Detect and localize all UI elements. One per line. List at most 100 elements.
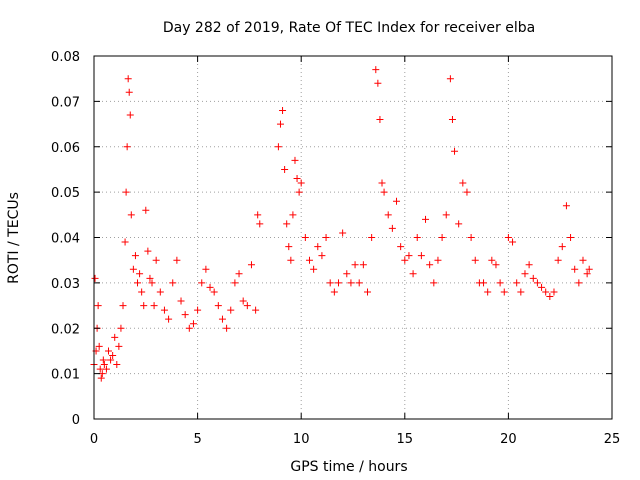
data-point (334, 279, 342, 287)
data-point (231, 279, 239, 287)
data-point (105, 347, 113, 355)
data-point (117, 324, 125, 332)
data-point (202, 265, 210, 273)
data-point (509, 238, 517, 246)
data-point (140, 302, 148, 310)
data-point (138, 288, 146, 296)
data-point (434, 256, 442, 264)
data-point (142, 206, 150, 214)
data-point (496, 279, 504, 287)
data-point (136, 270, 144, 278)
data-point (291, 156, 299, 164)
data-point (119, 302, 127, 310)
data-point (305, 256, 313, 264)
data-point (504, 234, 512, 241)
data-point (451, 147, 459, 155)
data-point (393, 197, 401, 205)
data-point (376, 116, 384, 124)
data-point (562, 202, 570, 210)
data-point (467, 234, 475, 241)
y-tick-label: 0 (72, 413, 80, 428)
data-point (218, 315, 226, 323)
x-tick-label: 25 (604, 432, 621, 447)
data-point (554, 256, 562, 264)
data-point (463, 188, 471, 196)
data-point (359, 261, 367, 269)
x-tick-label: 20 (500, 432, 517, 447)
data-point (150, 302, 158, 310)
y-tick-label: 0.06 (51, 141, 80, 156)
data-point (289, 211, 297, 219)
data-point (384, 211, 392, 219)
data-point (239, 297, 247, 305)
data-points (90, 66, 593, 382)
data-point (256, 220, 264, 228)
data-point (134, 279, 142, 287)
data-point (276, 120, 284, 128)
data-point (177, 297, 185, 305)
data-point (281, 165, 289, 173)
data-point (185, 324, 193, 332)
data-point (124, 75, 132, 83)
data-point (521, 270, 529, 278)
data-point (285, 243, 293, 251)
data-point (413, 234, 421, 241)
data-point (405, 252, 413, 260)
data-point (500, 288, 508, 296)
data-point (343, 270, 351, 278)
data-point (422, 215, 430, 223)
data-point (122, 188, 130, 196)
data-point (459, 179, 467, 187)
data-point (368, 234, 376, 241)
data-point (339, 229, 347, 237)
data-point (538, 283, 546, 291)
data-point (283, 220, 291, 228)
data-point (380, 188, 388, 196)
data-point (189, 320, 197, 328)
data-point (409, 270, 417, 278)
x-tick-label: 10 (293, 432, 310, 447)
y-tick-label: 0.02 (51, 322, 80, 337)
data-point (351, 261, 359, 269)
data-point (293, 175, 301, 183)
data-point (206, 283, 214, 291)
data-point (585, 265, 593, 273)
data-point (160, 306, 168, 314)
data-point (111, 333, 119, 341)
data-point (517, 288, 525, 296)
data-point (146, 274, 154, 282)
data-point (533, 279, 541, 287)
y-tick-label: 0.04 (51, 232, 80, 247)
data-point (194, 306, 202, 314)
data-point (374, 79, 382, 87)
data-point (144, 247, 152, 255)
x-tick-label: 5 (193, 432, 201, 447)
x-tick-label: 15 (397, 432, 414, 447)
data-point (109, 351, 117, 359)
data-point (126, 111, 134, 119)
data-point (165, 315, 173, 323)
data-point (583, 270, 591, 278)
data-point (210, 288, 218, 296)
data-point (235, 270, 243, 278)
data-point (121, 238, 129, 246)
data-point (314, 243, 322, 251)
data-point (550, 288, 558, 296)
data-point (95, 342, 103, 350)
grid-lines (94, 56, 612, 419)
data-point (91, 274, 99, 282)
data-point (295, 188, 303, 196)
data-point (488, 256, 496, 264)
data-point (448, 116, 456, 124)
data-point (310, 265, 318, 273)
data-point (97, 374, 105, 382)
data-point (125, 88, 133, 96)
data-point (492, 261, 500, 269)
data-point (274, 143, 282, 151)
data-point (480, 279, 488, 287)
data-point (129, 265, 137, 273)
data-point (287, 256, 295, 264)
data-point (455, 220, 463, 228)
y-tick-label: 0.01 (51, 368, 80, 383)
data-point (198, 279, 206, 287)
